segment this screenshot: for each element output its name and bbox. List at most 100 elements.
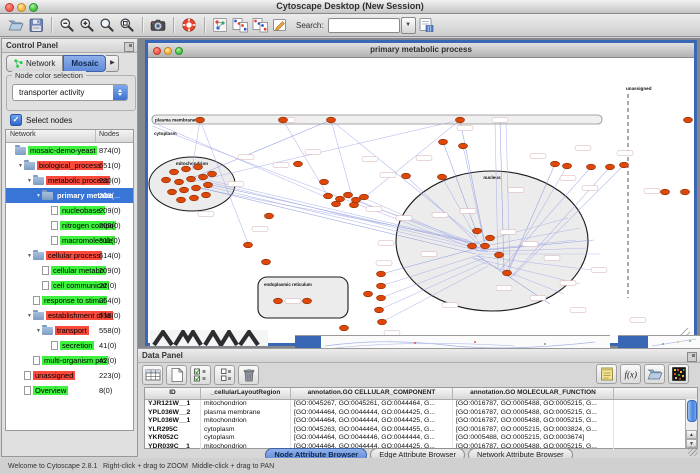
resize-grip[interactable] [688, 446, 698, 456]
network-node[interactable] [201, 191, 211, 199]
network-node[interactable] [437, 173, 447, 181]
network-node[interactable] [339, 324, 349, 332]
table-scrollbar[interactable]: ▲ ▼ [685, 399, 697, 448]
network-node[interactable] [683, 116, 693, 124]
network-node[interactable] [169, 168, 179, 176]
expand-arrow-icon[interactable]: ▼ [36, 327, 41, 334]
network-node[interactable] [586, 163, 596, 171]
network-node[interactable] [363, 290, 373, 298]
network-node[interactable] [351, 196, 361, 204]
network-node[interactable] [264, 212, 274, 220]
network-tree-row[interactable]: secretion 41(0) [6, 338, 133, 353]
network-node[interactable] [401, 172, 411, 180]
fx-icon[interactable]: f(x) [620, 364, 641, 384]
help-icon[interactable] [179, 15, 199, 35]
network-tree-row[interactable]: cell communicat 22(0) [6, 278, 133, 293]
network-node[interactable] [261, 258, 271, 266]
background-window-fragment[interactable] [295, 335, 610, 348]
network-node[interactable] [377, 318, 387, 326]
zoom-view-button[interactable] [175, 47, 183, 55]
network-node[interactable] [680, 188, 690, 196]
search-input[interactable] [327, 17, 400, 33]
zoom-out-icon[interactable] [57, 15, 77, 35]
network-tree-row[interactable]: macromolecule 311(0) [6, 233, 133, 248]
tab-network[interactable]: Network [6, 55, 64, 72]
network-node[interactable] [167, 188, 177, 196]
expand-arrow-icon[interactable]: ▼ [36, 192, 41, 199]
network-overview-icon[interactable] [210, 15, 230, 35]
combobox-stepper-icon[interactable] [113, 85, 127, 100]
network-tree-row[interactable]: nucleobase- 209(0) [6, 203, 133, 218]
network-tree-row[interactable]: ▼ transport 558(0) [6, 323, 133, 338]
float-panel-icon[interactable] [124, 42, 134, 52]
network-node[interactable] [660, 188, 670, 196]
network-node[interactable] [562, 162, 572, 170]
network-node[interactable] [161, 176, 171, 184]
network-node[interactable] [485, 234, 495, 242]
scrollbar-thumb[interactable] [687, 400, 697, 422]
network-tree-row[interactable]: nitrogen compo 209(0) [6, 218, 133, 233]
network-node[interactable] [480, 242, 490, 250]
network-node[interactable] [293, 160, 303, 168]
network-node[interactable] [376, 294, 386, 302]
search-dropdown-button[interactable]: ▼ [400, 16, 416, 34]
table-icon[interactable] [142, 364, 163, 385]
network-node[interactable] [455, 116, 465, 124]
network-tree-row[interactable]: unassigned 223(0) [6, 368, 133, 383]
network-node[interactable] [174, 178, 184, 186]
table-column-header[interactable]: annotation.GO MOLECULAR_FUNCTION [453, 388, 614, 399]
network-node[interactable] [195, 116, 205, 124]
table-row[interactable]: YPL036W__1 mitochondrion [GO:0044464, GO:0… [145, 417, 697, 426]
minimize-view-button[interactable] [164, 47, 172, 55]
vizmapper-icon[interactable] [230, 15, 250, 35]
close-window-button[interactable] [5, 3, 14, 12]
float-panel-icon[interactable] [687, 352, 697, 362]
network-tree-row[interactable]: ▼ establishment of lo 558(0) [6, 308, 133, 323]
matrix-icon[interactable] [668, 364, 689, 384]
network-tree-row[interactable]: ▼ metabolic process 280(0) [6, 173, 133, 188]
background-window-fragment[interactable] [618, 335, 700, 348]
tabs-overflow-button[interactable]: ▶ [106, 55, 120, 72]
network-node[interactable] [467, 242, 477, 250]
network-tree-row[interactable]: response to stimul 264(0) [6, 293, 133, 308]
network-node[interactable] [198, 173, 208, 181]
save-icon[interactable] [26, 15, 46, 35]
network-node[interactable] [494, 251, 504, 259]
expand-arrow-icon[interactable]: ▼ [27, 177, 32, 184]
network-node[interactable] [502, 269, 512, 277]
background-window-fragment[interactable] [150, 327, 268, 348]
network-node[interactable] [179, 186, 189, 194]
table-row[interactable]: YKR052C cytoplasm [GO:0044464, GO:0044446,… [145, 434, 697, 443]
network-node[interactable] [319, 178, 329, 186]
network-node[interactable] [193, 163, 203, 171]
zoom-in-icon[interactable] [77, 15, 97, 35]
network-node[interactable] [458, 142, 468, 150]
network-tree-row[interactable]: ▼ biological_process 651(0) [6, 158, 133, 173]
tab-mosaic[interactable]: Mosaic [63, 55, 107, 72]
trash-icon[interactable] [238, 364, 259, 385]
table-row[interactable]: YJR121W__1 mitochondrion [GO:0045267, GO:0… [145, 400, 697, 409]
network-canvas[interactable]: plasma membrane cytoplasm mitochondrion nuc… [148, 58, 694, 343]
expand-arrow-icon[interactable]: ▼ [27, 252, 32, 259]
network-tree-row[interactable]: cellular metabo 209(0) [6, 263, 133, 278]
network-node[interactable] [472, 227, 482, 235]
network-window-titlebar[interactable]: primary metabolic process [148, 43, 694, 58]
select-nodes-checkbox[interactable]: ✓ [10, 114, 22, 126]
network-node[interactable] [181, 165, 191, 173]
network-node[interactable] [438, 138, 448, 146]
vizmapper-alt-icon[interactable] [250, 15, 270, 35]
table-column-header[interactable]: _cellularLayoutRegion [201, 388, 291, 399]
annotation-icon[interactable] [270, 15, 290, 35]
network-node[interactable] [343, 191, 353, 199]
table-row[interactable]: YPL036W__2 plasma membrane [GO:0044464, GO… [145, 408, 697, 417]
network-node[interactable] [619, 161, 629, 169]
notes-icon[interactable] [596, 364, 617, 384]
zoom-selected-icon[interactable] [97, 15, 117, 35]
unselect-attr-icon[interactable] [214, 364, 235, 385]
network-tree-row[interactable]: ▼ primary metabo 209(... [6, 188, 133, 203]
network-node[interactable] [376, 270, 386, 278]
network-node[interactable] [323, 192, 333, 200]
network-tree-row[interactable]: ▼ cellular process 614(0) [6, 248, 133, 263]
network-node[interactable] [243, 241, 253, 249]
table-column-header[interactable]: annotation.GO CELLULAR_COMPONENT [291, 388, 453, 399]
